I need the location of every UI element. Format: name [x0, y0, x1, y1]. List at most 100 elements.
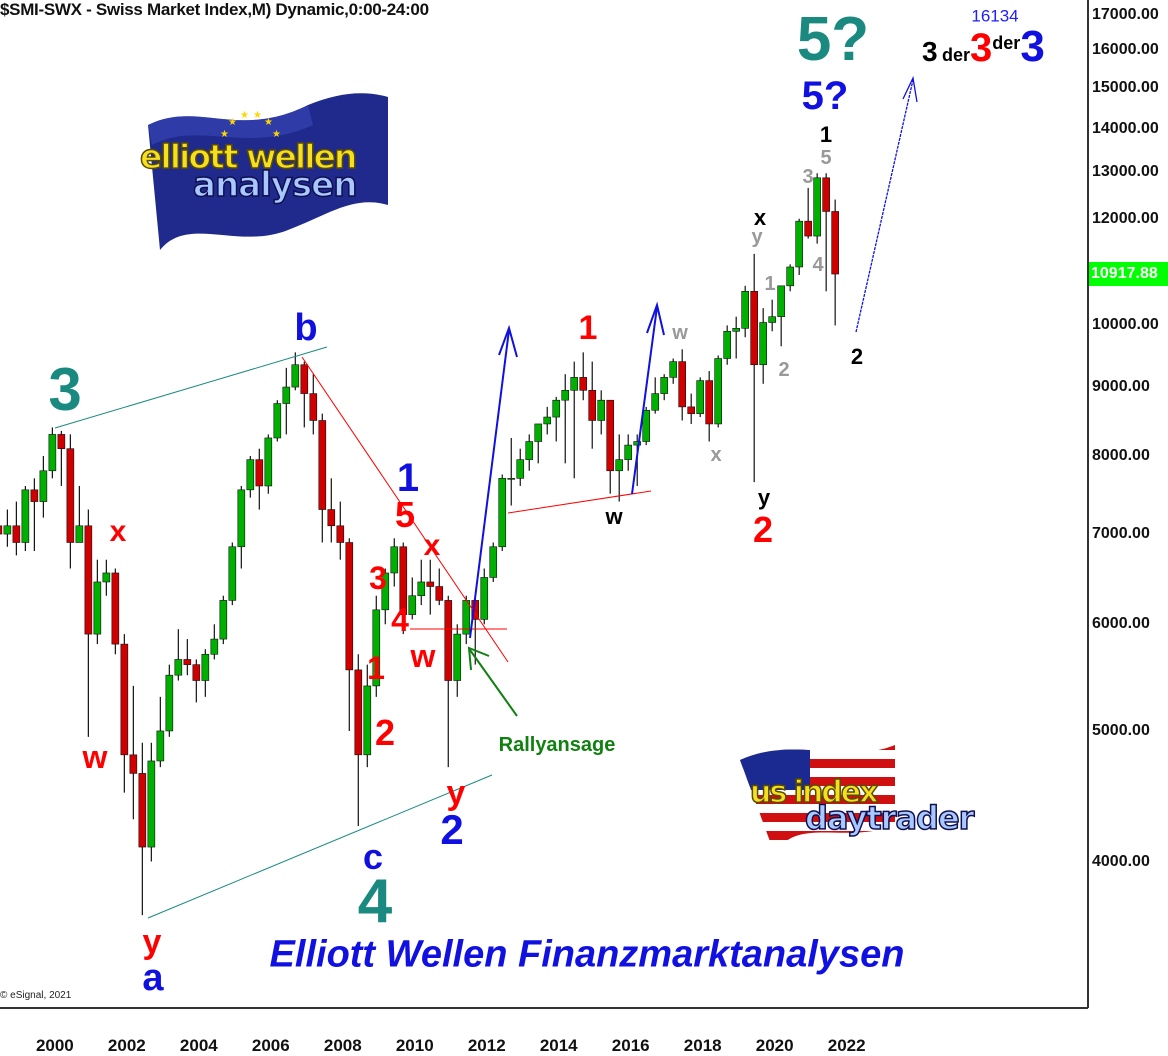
- support-line-2: [507, 490, 652, 514]
- price-tick-label: 4000.00: [1092, 852, 1150, 870]
- candle-body: [309, 393, 318, 421]
- candle-body: [75, 525, 84, 543]
- wave-label: 4: [812, 254, 824, 276]
- time-tick-label: 2022: [827, 1036, 866, 1055]
- us-index-daytrader-logo: us index daytrader: [735, 735, 1010, 860]
- svg-text:★: ★: [220, 129, 229, 140]
- candle-body: [606, 399, 615, 472]
- candle-body: [30, 489, 39, 502]
- logo-text-line2: daytrader: [804, 798, 975, 838]
- candle-body: [768, 316, 776, 323]
- wave-label: 5?: [801, 74, 849, 118]
- candle-body: [714, 358, 722, 425]
- forecast-arrow-3: [855, 75, 918, 333]
- candle-body: [435, 586, 444, 601]
- candle-body: [417, 581, 426, 597]
- candle-body: [264, 437, 273, 487]
- time-tick-label: 2018: [683, 1036, 722, 1055]
- channel-lower-line: [147, 774, 493, 919]
- wave-label: w: [605, 504, 623, 529]
- candle-body: [561, 390, 570, 401]
- candle-body: [66, 448, 75, 543]
- candle-body: [57, 434, 66, 449]
- wave-label: 2: [752, 509, 774, 550]
- target-part: 3: [922, 36, 938, 67]
- copyright: © eSignal, 2021: [0, 990, 72, 1001]
- wave-label: 2: [778, 359, 790, 381]
- candle-body: [651, 393, 660, 411]
- candle-body: [786, 266, 794, 287]
- wave-label: 4: [357, 867, 393, 936]
- price-tick-label: 6000.00: [1092, 615, 1150, 633]
- candle-body: [291, 364, 300, 388]
- candle-body: [246, 459, 255, 491]
- wave-label: 2: [440, 806, 464, 853]
- price-tick-label: 14000.00: [1092, 119, 1159, 137]
- candle-body: [318, 420, 327, 510]
- chart-title: $SMI-SWX - Swiss Market Index,M) Dynamic…: [0, 0, 429, 19]
- candle-body: [354, 669, 363, 756]
- wave-label: w: [410, 638, 436, 674]
- candle-body: [219, 600, 228, 640]
- candle-body: [687, 406, 696, 414]
- target-part: der: [942, 45, 971, 65]
- candle-body: [804, 220, 812, 237]
- candle-body: [147, 760, 156, 848]
- logo-text-line1: us index: [749, 774, 879, 811]
- candle-body: [696, 380, 704, 414]
- wave-label: 1: [396, 456, 420, 500]
- time-tick-label: 2002: [107, 1036, 146, 1055]
- candle-body: [516, 459, 525, 479]
- logo-text-line1: elliott wellen: [139, 136, 358, 177]
- forecast-arrow-1: [469, 324, 518, 639]
- candle-body: [3, 525, 12, 535]
- candle-body: [300, 364, 309, 394]
- candle-body: [48, 434, 57, 472]
- forecast-arrow-2: [631, 301, 665, 495]
- candle-body: [426, 581, 435, 587]
- candle-body: [507, 478, 516, 480]
- candle-body: [732, 328, 740, 332]
- candle-body: [345, 542, 354, 671]
- candle-body: [552, 399, 561, 418]
- candle-body: [192, 664, 201, 681]
- candle-body: [723, 330, 731, 359]
- candle-body: [102, 572, 111, 583]
- wave-label: 1: [578, 309, 598, 347]
- wave-label: y: [757, 485, 771, 510]
- candle-body: [633, 441, 642, 446]
- wave-label: a: [142, 957, 164, 999]
- wave-label: 1: [819, 122, 833, 147]
- candle-body: [588, 390, 597, 421]
- svg-text:★: ★: [272, 129, 281, 140]
- time-tick-label: 2014: [539, 1036, 578, 1055]
- price-tick-label: 10000.00: [1092, 316, 1159, 334]
- candle-body: [237, 489, 246, 548]
- wave-label: y: [446, 774, 466, 812]
- footer-text: Elliott Wellen Finanzmarktanalysen: [269, 933, 905, 976]
- candle-body: [183, 659, 192, 665]
- candle-body: [156, 730, 165, 762]
- candle-body: [831, 211, 839, 275]
- candle-body: [0, 525, 3, 535]
- candle-body: [12, 525, 21, 543]
- candle-body: [597, 399, 606, 421]
- wave-label: b: [294, 307, 318, 349]
- wave-label: x: [423, 529, 441, 562]
- time-tick-label: 2006: [251, 1036, 290, 1055]
- price-tick-label: 7000.00: [1092, 525, 1150, 543]
- target-part: 3: [1020, 22, 1045, 71]
- candle-body: [210, 638, 219, 655]
- svg-text:★: ★: [240, 110, 249, 121]
- candle-body: [669, 361, 678, 378]
- time-tick-label: 2000: [35, 1036, 74, 1055]
- candle-body: [579, 377, 588, 391]
- candle-body: [570, 377, 579, 391]
- target-part: 3: [970, 26, 993, 70]
- candle-body: [678, 361, 687, 408]
- price-tick-label: 15000.00: [1092, 79, 1159, 97]
- candle-body: [642, 409, 651, 442]
- candle-body: [336, 525, 345, 543]
- candle-body: [93, 581, 102, 635]
